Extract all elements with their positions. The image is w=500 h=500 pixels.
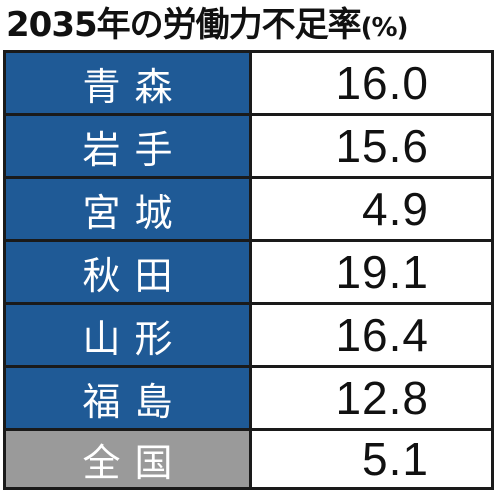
row-label: 岩手 (6, 116, 252, 176)
table-row: 秋田 19.1 (6, 242, 491, 305)
row-value: 16.0 (252, 53, 491, 113)
table-row: 山形 16.4 (6, 305, 491, 368)
row-value: 15.6 (252, 116, 491, 176)
table-row: 岩手 15.6 (6, 116, 491, 179)
row-label: 青森 (6, 53, 252, 113)
row-value: 12.8 (252, 368, 491, 428)
labor-shortage-table: 青森 16.0 岩手 15.6 宮城 4.9 秋田 19.1 山形 16.4 福… (3, 50, 494, 490)
table-row-national: 全国 5.1 (6, 431, 491, 487)
row-label: 秋田 (6, 242, 252, 302)
title-text: 2035年の労働力不足率 (6, 5, 362, 45)
title-unit: (%) (360, 13, 409, 43)
row-label: 福島 (6, 368, 252, 428)
row-value: 19.1 (252, 242, 491, 302)
row-label: 宮城 (6, 179, 252, 239)
row-value: 5.1 (252, 431, 491, 487)
table-row: 宮城 4.9 (6, 179, 491, 242)
row-value: 16.4 (252, 305, 491, 365)
row-label: 全国 (6, 431, 252, 487)
row-value: 4.9 (252, 179, 491, 239)
row-label: 山形 (6, 305, 252, 365)
table-row: 福島 12.8 (6, 368, 491, 431)
table-row: 青森 16.0 (6, 53, 491, 116)
chart-title: 2035年の労働力不足率(%) (6, 2, 409, 48)
